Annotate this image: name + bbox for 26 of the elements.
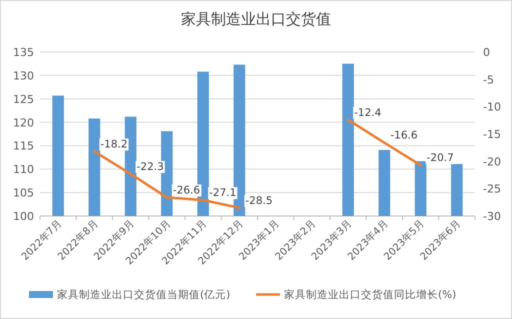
y2-tick-label: -25 (483, 182, 501, 196)
y-tick-label: 130 (13, 69, 34, 82)
y-tick-label: 105 (13, 186, 34, 200)
y-tick-label: 135 (13, 46, 34, 59)
data-label: -12.4 (354, 106, 382, 119)
y2-tick-label: -10 (483, 100, 501, 114)
data-label: -16.6 (390, 130, 418, 142)
legend-label: 家具制造业出口交货值当期值(亿元) (57, 288, 230, 301)
data-label: -28.5 (245, 194, 273, 207)
data-label: -20.7 (426, 152, 454, 164)
data-label: -27.1 (209, 187, 236, 200)
y-tick-label: 125 (13, 92, 34, 106)
data-label: -26.6 (172, 184, 200, 196)
y-tick-label: 115 (13, 140, 34, 153)
y-tick-label: 120 (13, 116, 34, 130)
chart-title: 家具制造业出口交货值 (181, 10, 331, 28)
y2-tick-label: -30 (483, 210, 501, 223)
legend-label: 家具制造业出口交货值同比增长(%) (284, 288, 456, 301)
y-tick-label: 110 (13, 163, 34, 176)
y2-tick-label: -15 (483, 128, 501, 141)
data-label: -22.3 (136, 160, 164, 173)
y-tick-label: 100 (13, 210, 34, 223)
y2-tick-label: -5 (483, 73, 494, 86)
y2-tick-label: 0 (483, 46, 490, 59)
data-label: -18.2 (100, 138, 128, 150)
y2-tick-label: -20 (483, 155, 501, 168)
